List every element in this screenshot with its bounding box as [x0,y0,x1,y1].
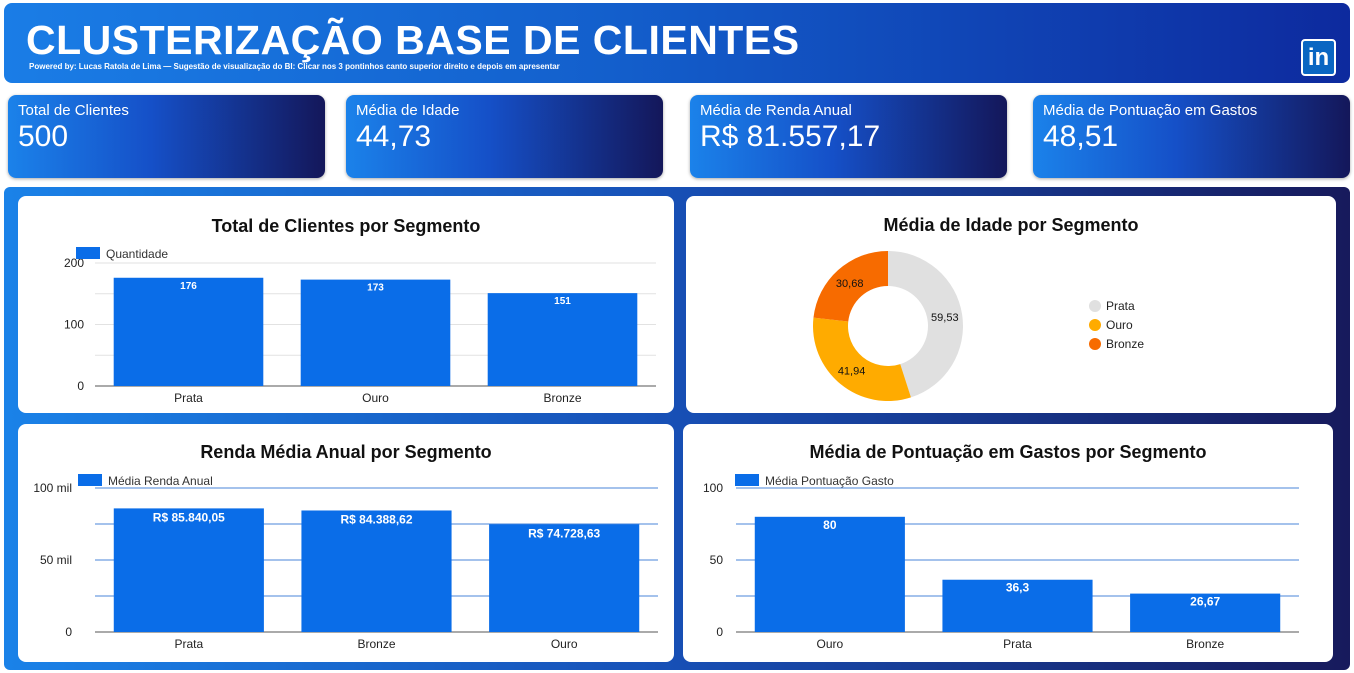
bar [300,279,451,386]
y-tick-label: 0 [65,625,72,639]
bar-data-label: 36,3 [1006,581,1030,595]
x-tick-label: Prata [1003,637,1032,651]
bar [301,510,452,632]
chart-title: Total de Clientes por Segmento [211,216,481,236]
y-tick-label: 0 [716,625,723,639]
kpi-value: 48,51 [1043,120,1119,153]
bar-data-label: 176 [180,281,197,292]
page-title: CLUSTERIZAÇÃO BASE DE CLIENTES [26,17,800,63]
legend-swatch [1089,300,1101,312]
slice-data-label: 59,53 [931,312,959,324]
bar-data-label: 151 [554,296,571,307]
kpi-value: 500 [18,120,69,153]
donut-slice [813,317,911,401]
header-banner: CLUSTERIZAÇÃO BASE DE CLIENTES Powered b… [4,3,1350,83]
bar-data-label: 80 [823,518,837,532]
bar [113,277,264,386]
legend-swatch [1089,338,1101,350]
slice-data-label: 30,68 [836,278,864,290]
chart-title: Média de Idade por Segmento [883,215,1139,235]
y-tick-label: 100 mil [33,481,72,495]
x-tick-label: Prata [174,637,203,651]
bar [113,508,264,632]
bar-data-label: R$ 85.840,05 [153,510,225,524]
x-tick-label: Bronze [1186,637,1224,651]
y-tick-label: 50 mil [40,553,72,567]
kpi-label: Média de Idade [356,102,460,119]
chart-card-total-clientes[interactable]: Total de Clientes por Segmento 0 100 200 Qu… [18,196,674,413]
kpi-media-pontuacao: Média de Pontuação em Gastos 48,51 [1033,95,1350,178]
chart-title: Média de Pontuação em Gastos por Segment… [809,442,1207,462]
bar-chart-total-clientes: 0 100 200 Quantidade 176 Prata 173 Ouro 151 Bronz… [64,247,656,405]
x-tick-label: Bronze [543,391,581,405]
x-tick-label: Bronze [357,637,395,651]
legend-label: Média Renda Anual [108,474,213,488]
legend-label: Ouro [1106,318,1133,332]
chart-card-media-idade[interactable]: Média de Idade por Segmento 59,53 41,94 30… [686,196,1336,413]
kpi-label: Total de Clientes [18,102,129,119]
bar-data-label: 26,67 [1190,595,1220,609]
kpi-label: Média de Renda Anual [700,102,852,119]
y-tick-label: 50 [710,553,724,567]
bar-chart-pontuacao-gastos: 0 50 100 Média Pontuação Gasto 80 Ouro 36,3 Pra… [703,474,1299,651]
donut-slice [813,251,888,322]
kpi-media-renda: Média de Renda Anual R$ 81.557,17 [690,95,1007,178]
y-tick-label: 100 [703,481,723,495]
bar-data-label: 173 [367,283,384,294]
kpi-label: Média de Pontuação em Gastos [1043,102,1258,119]
donut-slice [888,251,963,398]
legend-label: Média Pontuação Gasto [765,474,894,488]
bar [489,524,640,632]
bar [754,516,905,632]
legend-label: Prata [1106,299,1135,313]
legend-label: Bronze [1106,337,1144,351]
y-tick-label: 100 [64,318,84,332]
bar-data-label: R$ 74.728,63 [528,526,600,540]
bar-data-label: R$ 84.388,62 [340,512,412,526]
y-tick-label: 200 [64,256,84,270]
legend-label: Quantidade [106,247,168,261]
legend-swatch [76,247,100,259]
chart-card-pontuacao-gastos[interactable]: Média de Pontuação em Gastos por Segment… [683,424,1333,662]
kpi-value: 44,73 [356,120,432,153]
legend-swatch [78,474,102,486]
x-tick-label: Ouro [362,391,389,405]
chart-title: Renda Média Anual por Segmento [200,442,492,462]
kpi-media-idade: Média de Idade 44,73 [346,95,663,178]
page-subtitle: Powered by: Lucas Ratola de Lima — Suges… [29,62,560,71]
kpi-total-clientes: Total de Clientes 500 [8,95,325,178]
chart-card-renda-media[interactable]: Renda Média Anual por Segmento 0 50 mil 10… [18,424,674,662]
bar [1130,593,1281,632]
x-tick-label: Ouro [551,637,578,651]
legend-swatch [1089,319,1101,331]
slice-data-label: 41,94 [838,365,866,377]
legend-swatch [735,474,759,486]
donut-chart-media-idade: 59,53 41,94 30,68 Prata Ouro Bronze [813,251,1144,401]
bar [487,293,638,386]
kpi-value: R$ 81.557,17 [700,120,881,153]
linkedin-icon[interactable]: in [1301,39,1336,76]
x-tick-label: Prata [174,391,203,405]
x-tick-label: Ouro [816,637,843,651]
y-tick-label: 0 [77,379,84,393]
bar [942,579,1093,632]
bar-chart-renda-media: 0 50 mil 100 mil Média Renda Anual R$ 85.840… [33,474,658,651]
